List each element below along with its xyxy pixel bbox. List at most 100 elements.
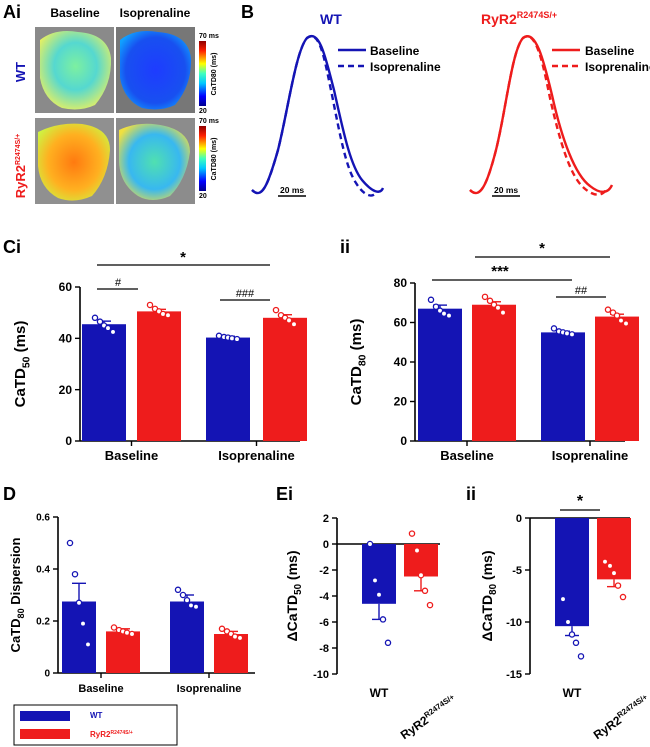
y-tick-label: 0	[65, 434, 72, 448]
data-point	[218, 625, 226, 633]
x-tick-label: RyR2R2474S/+	[590, 692, 650, 742]
y-axis-label: CaTD50 (ms)	[12, 321, 33, 408]
data-point	[272, 306, 280, 314]
y-tick-label: -5	[512, 565, 522, 577]
y-tick-label: 0	[44, 669, 50, 680]
data-point	[79, 620, 87, 627]
data-point	[285, 317, 293, 324]
b-ryr2-traces: Baseline Isoprenaline 20 ms	[469, 35, 650, 197]
data-point	[183, 596, 191, 604]
y-axis-label: ΔCaTD80 (ms)	[479, 551, 499, 642]
y-tick-label: -2	[319, 565, 329, 577]
bar	[597, 518, 631, 580]
y-tick-label: -10	[506, 617, 522, 629]
colorbar-ryr2-top: 70 ms	[199, 118, 219, 125]
y-tick-label: 0	[516, 513, 522, 525]
ryr2-iso-trace	[469, 35, 607, 196]
y-tick-label: 20	[59, 383, 73, 397]
panel-label-ei: Ei	[276, 484, 293, 504]
data-point	[174, 586, 182, 594]
y-tick-label: 0.2	[36, 617, 50, 628]
data-point	[109, 328, 117, 336]
data-point	[96, 318, 104, 325]
cii-sig-3star: ***	[491, 263, 509, 280]
y-tick-label: 40	[394, 355, 408, 369]
eii-sig-star: *	[577, 493, 584, 510]
panel-label-b: B	[241, 2, 254, 22]
x-tick-label: Baseline	[78, 683, 123, 695]
data-point	[66, 539, 74, 547]
wt-scale-label: 20 ms	[280, 185, 304, 195]
ai-col-label-isoprenaline: Isoprenaline	[120, 6, 191, 20]
wt-legend-baseline: Baseline	[370, 44, 420, 58]
y-tick-label: 80	[394, 276, 408, 290]
colorbar-ryr2-label: CaTD80 (ms)	[211, 138, 218, 181]
y-tick-label: 0	[400, 434, 407, 448]
y-axis-label: ΔCaTD50 (ms)	[284, 551, 304, 642]
data-point	[417, 571, 425, 579]
cii-sig-star: *	[539, 240, 545, 257]
data-point	[110, 624, 118, 631]
legend-ryr2-label: RyR2R2474S/+	[90, 730, 133, 739]
data-point	[228, 335, 236, 342]
legend-wt-label: WT	[90, 711, 103, 720]
chart-cii: 0 20 40 60 80 CaTD80 (ms) Baseline Isoprenaline	[348, 276, 639, 463]
panel-label-cii: ii	[340, 237, 350, 257]
legend-ryr2-swatch	[20, 729, 70, 739]
colorbar-wt-top: 70 ms	[199, 33, 219, 40]
data-point	[384, 639, 392, 647]
b-ryr2-title: RyR2R2474S/+	[481, 10, 557, 27]
data-point	[606, 562, 614, 570]
ai-row-label-ryr2: RyR2R2474S/+	[13, 134, 28, 199]
heatmap-ryr2-baseline	[35, 118, 114, 204]
data-point	[619, 593, 627, 601]
ci-significance: * # ###	[97, 249, 270, 301]
panel-label-d: D	[3, 484, 16, 504]
cii-sig-hash2: ##	[575, 285, 588, 297]
data-point	[413, 547, 421, 554]
group-legend: WT RyR2R2474S/+	[13, 704, 178, 746]
data-point	[568, 631, 576, 638]
x-tick-label: Isoprenaline	[177, 683, 242, 695]
chart-ci: 0 20 40 60 CaTD50 (ms) Baseline Isoprenaline	[12, 280, 307, 463]
data-point	[179, 591, 187, 599]
data-point	[75, 599, 83, 607]
y-tick-label: 0	[323, 539, 329, 551]
b-wt-traces: Baseline Isoprenaline 20 ms	[251, 34, 441, 197]
y-tick-label: 0.6	[36, 513, 50, 524]
x-tick-label: Isoprenaline	[552, 448, 629, 463]
bar	[137, 311, 181, 441]
data-point	[610, 569, 618, 577]
x-tick-label: RyR2R2474S/+	[397, 692, 460, 742]
bar	[418, 308, 462, 441]
data-point	[128, 630, 136, 638]
data-point	[550, 325, 558, 332]
ci-sig-hash: #	[115, 277, 122, 289]
ci-sig-star: *	[180, 249, 186, 266]
data-point	[408, 530, 416, 537]
y-tick-label: 40	[59, 332, 73, 346]
bar	[214, 634, 248, 673]
legend-wt-swatch	[20, 711, 70, 721]
x-tick-label: Baseline	[440, 448, 493, 463]
data-point	[613, 312, 621, 319]
data-point	[71, 570, 79, 578]
data-point	[192, 603, 200, 610]
data-point	[445, 312, 453, 319]
data-point	[617, 317, 625, 324]
x-tick-label: Isoprenaline	[218, 448, 295, 463]
ci-sig-hash3: ###	[236, 288, 255, 300]
bar	[62, 601, 96, 673]
colorbar-ryr2-bottom: 20	[199, 193, 207, 200]
data-point	[559, 595, 567, 603]
x-tick-label: WT	[370, 686, 389, 700]
panel-label-eii: ii	[466, 484, 476, 504]
bar	[472, 304, 516, 441]
y-tick-label: 60	[394, 316, 408, 330]
data-point	[614, 582, 622, 589]
chart-eii: -15 -10 -5 0 ΔCaTD80 (ms) WT RyR2R2474S/+	[479, 513, 650, 742]
data-point	[486, 297, 494, 305]
ai-col-label-baseline: Baseline	[50, 6, 100, 20]
data-point	[494, 304, 502, 311]
